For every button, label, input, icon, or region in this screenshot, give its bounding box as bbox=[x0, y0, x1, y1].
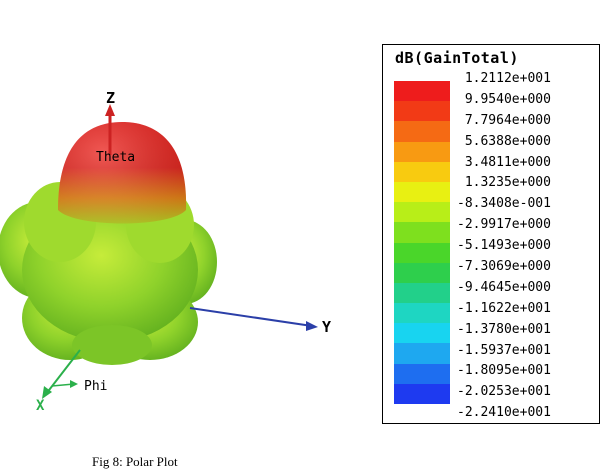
legend-swatch bbox=[394, 323, 450, 344]
legend-tick-label: 1.3235e+000 bbox=[457, 175, 551, 191]
phi-label: Phi bbox=[84, 379, 107, 394]
legend-swatch bbox=[394, 363, 450, 384]
z-axis-label: Z bbox=[106, 89, 115, 107]
z-axis: Z bbox=[105, 89, 115, 155]
x-axis-label: X bbox=[36, 398, 45, 414]
legend-tick-label: -2.2410e+001 bbox=[457, 405, 551, 421]
legend-color-bar bbox=[394, 81, 450, 404]
legend-tick-label: 5.6388e+000 bbox=[457, 133, 551, 149]
legend-tick-label: 7.7964e+000 bbox=[457, 112, 551, 128]
legend-tick-label: 1.2112e+001 bbox=[457, 71, 551, 86]
legend-tick-label: -7.3069e+000 bbox=[457, 259, 551, 275]
legend-swatch bbox=[394, 242, 450, 263]
legend-swatch bbox=[394, 121, 450, 142]
legend-swatch bbox=[394, 343, 450, 364]
legend-tick-label: -1.8095e+001 bbox=[457, 363, 551, 379]
legend-tick-label: 3.4811e+000 bbox=[457, 154, 551, 170]
legend-tick-label: -1.1622e+001 bbox=[457, 300, 551, 316]
x-axis: X Phi bbox=[36, 349, 107, 414]
legend-tick-labels: 1.2112e+001 9.9540e+000 7.7964e+000 5.63… bbox=[457, 69, 551, 424]
legend-tick-label: -8.3408e-001 bbox=[457, 196, 551, 212]
color-legend: dB(GainTotal) 1.2112e+001 9.9540e+000 7.… bbox=[382, 44, 600, 424]
legend-swatch bbox=[394, 161, 450, 182]
legend-title: dB(GainTotal) bbox=[395, 49, 519, 67]
radiation-pattern-svg: Z Theta Y X Phi bbox=[0, 89, 331, 414]
legend-swatch bbox=[394, 303, 450, 324]
legend-swatch bbox=[394, 262, 450, 283]
legend-swatch bbox=[394, 141, 450, 162]
pattern-main-lobe bbox=[58, 122, 187, 224]
legend-swatch bbox=[394, 181, 450, 203]
legend-swatch bbox=[394, 101, 450, 122]
legend-swatch bbox=[394, 202, 450, 223]
y-axis: Y bbox=[189, 307, 331, 336]
legend-tick-label: 9.9540e+000 bbox=[457, 91, 551, 107]
figure-caption: Fig 8: Polar Plot bbox=[92, 454, 178, 469]
legend-tick-label: -9.4645e+000 bbox=[457, 279, 551, 295]
legend-swatch bbox=[394, 282, 450, 304]
legend-swatch bbox=[394, 383, 450, 404]
legend-tick-label: -1.5937e+001 bbox=[457, 342, 551, 358]
legend-swatch bbox=[394, 81, 450, 102]
legend-swatch bbox=[394, 222, 450, 243]
y-axis-label: Y bbox=[322, 318, 331, 336]
legend-tick-label: -1.3780e+001 bbox=[457, 321, 551, 337]
legend-tick-label: -2.9917e+000 bbox=[457, 217, 551, 233]
legend-tick-label: -2.0253e+001 bbox=[457, 384, 551, 400]
theta-label: Theta bbox=[96, 150, 135, 165]
legend-tick-label: -5.1493e+000 bbox=[457, 238, 551, 254]
radiation-pattern-plot: Z Theta Y X Phi bbox=[0, 89, 331, 414]
